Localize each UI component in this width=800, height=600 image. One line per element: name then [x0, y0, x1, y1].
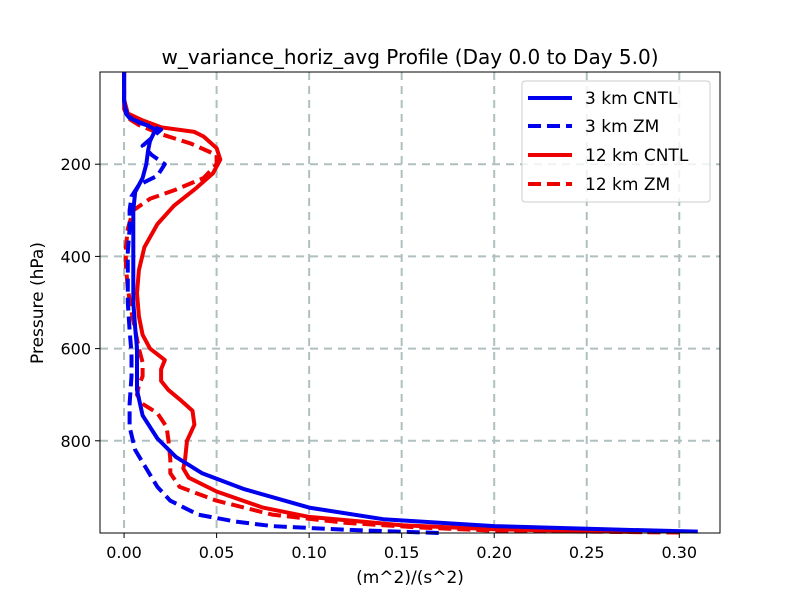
series-lines: [122, 72, 698, 535]
y-tick-label: 600: [60, 340, 91, 359]
legend-label-12km-cntl: 12 km CNTL: [585, 146, 689, 166]
series-line-3-km-cntl: [122, 72, 698, 534]
y-tick-label: 200: [60, 155, 91, 174]
y-axis-ticks: 200 400 600 800: [60, 155, 100, 451]
legend-label-12km-zm: 12 km ZM: [585, 175, 670, 195]
legend-label-3km-cntl: 3 km CNTL: [585, 89, 678, 109]
chart-title: w_variance_horiz_avg Profile (Day 0.0 to…: [161, 45, 658, 69]
x-tick-label: 0.25: [569, 543, 605, 562]
x-tick-label: 0.20: [476, 543, 512, 562]
x-tick-label: 0.30: [661, 543, 697, 562]
series-line-12-km-cntl: [122, 72, 643, 535]
x-axis-label: (m^2)/(s^2): [356, 568, 464, 588]
legend: 3 km CNTL 3 km ZM 12 km CNTL 12 km ZM: [521, 80, 711, 203]
plot-frame: [99, 71, 721, 534]
legend-label-3km-zm: 3 km ZM: [585, 117, 659, 137]
grid: [100, 72, 720, 533]
x-tick-label: 0.10: [291, 543, 327, 562]
x-tick-label: 0.15: [384, 543, 420, 562]
y-axis-label: Pressure (hPa): [28, 242, 48, 364]
y-tick-label: 800: [60, 432, 91, 451]
legend-box: [521, 80, 711, 203]
x-tick-label: 0.05: [199, 543, 235, 562]
x-axis-ticks: 0.00 0.05 0.10 0.15 0.20 0.25 0.30: [106, 533, 697, 562]
x-tick-label: 0.00: [106, 543, 142, 562]
series-line-3-km-zm: [122, 72, 439, 535]
y-tick-label: 400: [60, 247, 91, 266]
